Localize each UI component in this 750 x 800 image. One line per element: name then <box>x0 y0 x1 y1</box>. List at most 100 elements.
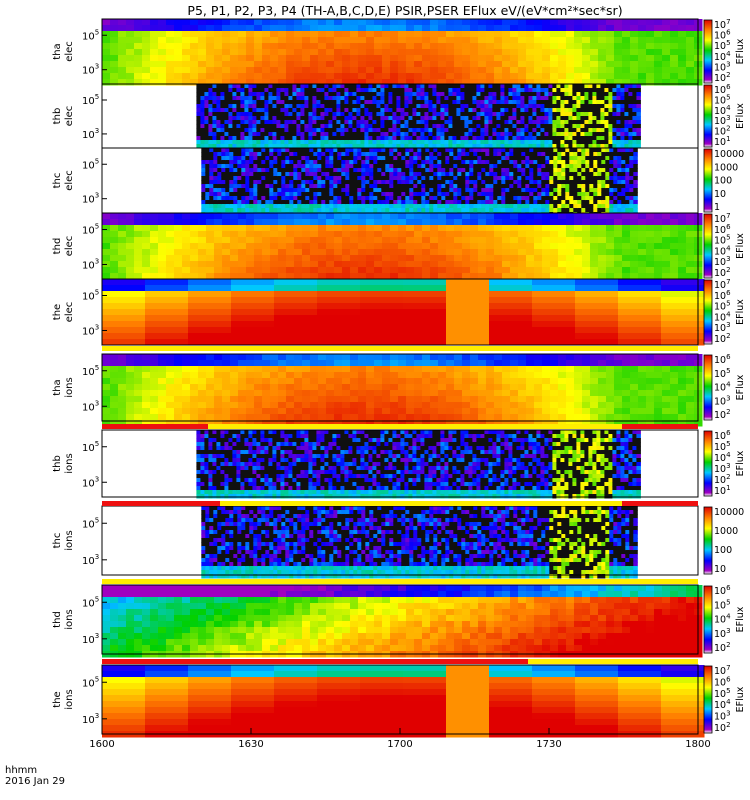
y-tick-label: 105 <box>82 157 99 171</box>
panel-species-label: elec <box>64 41 75 62</box>
colorbar-tick-label: 105 <box>714 367 731 380</box>
status-bar-segment <box>102 424 208 429</box>
y-tick-label: 103 <box>82 257 99 271</box>
panel-probe-label: thc <box>52 173 63 189</box>
panel-probe-label: thb <box>52 455 63 472</box>
colorbar-tick-label: 106 <box>714 584 731 597</box>
colorbar-tick-label: 10 <box>714 189 726 200</box>
status-bar-segment <box>208 424 622 429</box>
panel-frame <box>101 353 699 422</box>
spectrogram-cells <box>201 506 638 579</box>
status-bar-segment <box>102 501 220 506</box>
time-tick-label: 1600 <box>89 739 114 750</box>
status-bar-segment <box>528 659 698 664</box>
colorbar-label: EFlux <box>735 606 746 632</box>
y-tick-label: 105 <box>82 223 99 237</box>
status-bar-segment <box>102 579 698 584</box>
panel-species-label: elec <box>64 302 75 323</box>
status-bar-segment <box>102 659 528 664</box>
panel-frame <box>101 278 699 346</box>
colorbar-label: EFlux <box>735 103 746 129</box>
status-bar-segment <box>220 501 622 506</box>
colorbar-tick-label: 1000 <box>714 526 738 537</box>
spectrogram-cells <box>102 354 703 427</box>
panel-frame <box>101 429 699 498</box>
y-tick-label: 103 <box>82 192 99 206</box>
colorbar-tick-label: 102 <box>714 332 731 345</box>
colorbar-tick-label: 104 <box>714 613 731 626</box>
y-tick-label: 103 <box>82 712 99 726</box>
y-tick-label: 105 <box>82 364 99 378</box>
colorbar-tick-label: 103 <box>714 394 731 407</box>
panel-thc-elec: thc elec 105 103 10000 1000 100 10 1 <box>52 147 744 217</box>
panel-frame <box>101 584 699 655</box>
panel-species-label: ions <box>64 530 75 550</box>
colorbar-tick-label: 1000 <box>714 162 738 173</box>
colorbar-tick-label: 10000 <box>714 507 744 518</box>
panel-probe-label: thc <box>52 533 63 549</box>
panel-probe-label: tha <box>52 43 63 59</box>
spectrogram-cells <box>102 213 703 280</box>
colorbar-tick-label: 105 <box>714 598 731 611</box>
y-tick-label: 103 <box>82 632 99 646</box>
panel-species-label: ions <box>64 689 75 709</box>
spectrogram-cells <box>102 279 705 346</box>
time-axis: hhmm 2016 Jan 29 1600 1630 1700 1730 1800 <box>5 728 711 787</box>
spectrogram-cells <box>196 430 641 499</box>
panel-probe-label: thd <box>52 611 63 628</box>
panel-probe-label: tha <box>52 379 63 395</box>
y-tick-label: 103 <box>82 399 99 413</box>
panel-species-label: ions <box>64 377 75 397</box>
y-tick-label: 103 <box>82 553 99 567</box>
colorbar-tick-label: 106 <box>714 353 731 366</box>
colorbar-label: EFlux <box>735 299 746 325</box>
panel-thc-ions: thc ions 105 103 10000 1000 100 10 <box>52 505 744 579</box>
colorbar-label: EFlux <box>735 374 746 400</box>
colorbar-tick-label: 10000 <box>714 149 744 160</box>
time-axis-label-date: 2016 Jan 29 <box>5 776 65 787</box>
colorbar-label: EFlux <box>735 233 746 259</box>
y-tick-label: 103 <box>82 127 99 141</box>
colorbar-tick-label: 100 <box>714 545 732 556</box>
y-tick-label: 103 <box>82 475 99 489</box>
time-tick-label: 1800 <box>685 739 710 750</box>
panel-species-label: elec <box>64 236 75 257</box>
spectrogram-cells <box>102 665 705 738</box>
spectrogram-cells <box>102 585 703 658</box>
panel-probe-label: thd <box>52 238 63 255</box>
colorbar: 10000 1000 100 10 1 <box>703 148 744 213</box>
colorbar-tick-label: 102 <box>714 721 731 734</box>
y-tick-label: 105 <box>82 675 99 689</box>
colorbar-tick-label: 101 <box>714 135 731 148</box>
colorbar-tick-label: 100 <box>714 176 732 187</box>
colorbar: 10000 1000 100 10 <box>703 506 744 575</box>
panel-species-label: ions <box>64 609 75 629</box>
panel-species-label: ions <box>64 453 75 473</box>
panel-species-label: elec <box>64 106 75 127</box>
colorbar-tick-label: 10 <box>714 564 726 575</box>
colorbar-tick-label: 1 <box>714 202 720 213</box>
panel-probe-label: the <box>52 304 63 320</box>
colorbar-tick-label: 101 <box>714 484 731 497</box>
time-tick-label: 1630 <box>238 739 263 750</box>
colorbar-tick-label: 102 <box>714 408 731 421</box>
status-bars <box>102 346 698 664</box>
colorbar-tick-label: 102 <box>714 641 731 654</box>
y-tick-label: 105 <box>82 516 99 530</box>
y-tick-label: 103 <box>82 63 99 77</box>
y-tick-label: 103 <box>82 323 99 337</box>
spectrogram-cells <box>102 19 703 86</box>
